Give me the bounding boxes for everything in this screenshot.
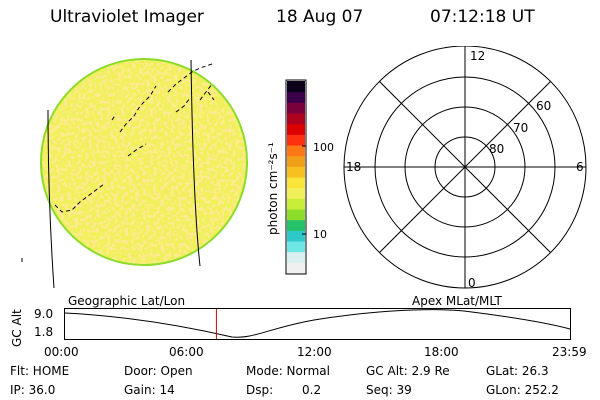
mlt-label-18: 18 — [346, 160, 361, 174]
colorbar-segment — [287, 91, 305, 103]
colorbar-segment — [287, 155, 305, 167]
time-tick-2: 12:00 — [297, 345, 332, 359]
dsp-value: 0.2 — [302, 383, 322, 397]
colorbar-tick-100: 100 — [313, 141, 334, 154]
image-time: 07:12:18 UT — [430, 7, 535, 27]
colorbar-segment — [287, 134, 305, 146]
ip-status: IP: 36.0 — [10, 383, 56, 397]
uv-earth-image — [21, 58, 248, 289]
coastline-outline — [54, 63, 215, 213]
time-tick-0: 00:00 — [44, 345, 79, 359]
colorbar-segment — [287, 102, 305, 114]
apex-caption: Apex MLat/MLT — [412, 294, 502, 308]
glat-status: GLat: 26.3 — [486, 364, 549, 378]
meridian-line-west — [47, 109, 55, 289]
time-tick-3: 18:00 — [424, 345, 459, 359]
flight-status: Flt: HOME — [10, 364, 70, 378]
colorbar-segment — [287, 198, 305, 210]
limb-outline — [40, 58, 248, 266]
gc-alt-status: GC Alt: 2.9 Re — [366, 364, 450, 378]
mlat-label-60: 60 — [536, 99, 551, 113]
mlat-label-70: 70 — [513, 121, 528, 135]
colorbar-unit-label: photon cm⁻²s⁻¹ — [266, 142, 280, 235]
gain-status: Gain: 14 — [124, 383, 175, 397]
colorbar-segment — [287, 177, 305, 189]
colorbar-tick-10: 10 — [313, 228, 327, 241]
colorbar-segment — [287, 187, 305, 199]
mode-status: Mode: Normal — [246, 364, 330, 378]
app-title: Ultraviolet Imager — [50, 7, 204, 27]
gc-altitude-timeline — [64, 308, 571, 340]
colorbar-segment — [287, 81, 305, 93]
timeline-y-max: 9.0 — [34, 307, 54, 321]
polar-mlat-mlt-plot: 12 6 18 0 60 70 80 — [343, 46, 587, 290]
mlt-label-6: 6 — [576, 160, 584, 174]
colorbar-segment — [287, 113, 305, 125]
colorbar-segment — [287, 209, 305, 221]
geographic-caption: Geographic Lat/Lon — [68, 294, 186, 308]
seq-status: Seq: 39 — [366, 383, 412, 397]
colorbar-segment — [287, 251, 305, 263]
timeline-y-axis-label: GC Alt — [10, 309, 24, 347]
mlt-label-0: 0 — [468, 276, 476, 290]
colorbar-segment — [287, 262, 305, 274]
door-status: Door: Open — [124, 364, 193, 378]
mlat-label-80: 80 — [489, 142, 504, 156]
colorbar-segment — [287, 241, 305, 253]
colorbar-segment — [287, 145, 305, 157]
image-date: 18 Aug 07 — [276, 7, 364, 27]
colorbar-segment — [287, 219, 305, 231]
meridian-line-east — [190, 59, 201, 267]
glon-status: GLon: 252.2 — [486, 383, 559, 397]
polar-diagonal-2 — [379, 81, 551, 253]
colorbar-segment — [287, 166, 305, 178]
gc-altitude-curve — [64, 309, 571, 338]
time-tick-4: 23:59 — [552, 345, 587, 359]
colorbar-segment — [287, 123, 305, 135]
timeline-y-min: 1.8 — [34, 325, 54, 339]
colorbar-segment — [287, 230, 305, 242]
dsp-label: Dsp: — [246, 383, 274, 397]
color-scale-bar — [285, 79, 307, 275]
time-tick-1: 06:00 — [169, 345, 204, 359]
mlt-label-12: 12 — [470, 49, 485, 63]
auroral-emission-texture — [41, 59, 247, 265]
timeline-frame — [64, 308, 571, 340]
